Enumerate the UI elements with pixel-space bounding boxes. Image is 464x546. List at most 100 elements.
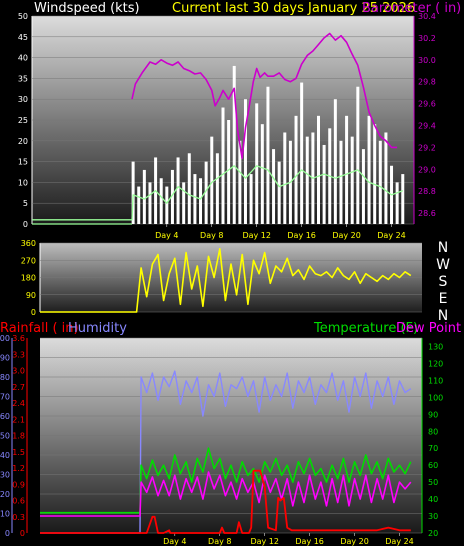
wind-bar [322,144,326,224]
barometer-y-tick: 30.4 [418,12,436,21]
wind-x-tick: Day 8 [200,231,223,240]
direction-y-tick: 90 [26,291,36,300]
humidity-x-tick: Day 16 [295,537,324,546]
humidity-y-tick: 50 [0,432,10,441]
wind-y-tick: 50 [18,12,28,21]
wind-bar [187,153,191,224]
wind-bar [350,136,354,224]
wind-y-tick: 5 [23,199,28,208]
wind-bar [305,136,309,224]
wind-bar [193,174,197,224]
wind-bar [238,140,242,224]
wind-bar [401,174,405,224]
temperature-y-tick: 50 [428,478,438,487]
wind-bar [204,161,208,224]
wind-title: Windspeed (kts) [34,1,140,16]
wind-bar [176,157,180,224]
data-marks [32,32,412,534]
barometer-line [131,32,398,160]
wind-x-tick: Day 20 [332,231,361,240]
wind-bar [260,124,264,224]
wind-y-tick: 45 [18,33,28,42]
temperature-y-tick: 120 [428,359,443,368]
wind-bar [232,65,236,224]
wind-bar [283,132,287,224]
wind-bar [255,103,259,224]
temperature-y-tick: 90 [428,410,438,419]
wind-bar [148,182,152,224]
wind-bar [266,86,270,224]
barometer-y-tick: 29.2 [418,143,436,152]
humidity-y-tick: 90 [0,354,10,363]
wind-bar [294,115,298,224]
rain-y-tick: 0 [20,529,25,538]
wind-bar [182,182,186,224]
wind-bar [361,149,365,224]
wind-x-tick: Day 4 [155,231,178,240]
temperature-y-tick: 80 [428,427,438,436]
humidity-x-tick: Day 20 [340,537,369,546]
wind-bar [378,140,382,224]
humidity-y-tick: 0 [5,529,10,538]
temperature-y-tick: 30 [428,512,438,521]
humidity-y-tick: 100 [0,334,10,343]
wind-y-tick: 35 [18,74,28,83]
wind-x-tick: Day 24 [377,231,406,240]
temperature-y-tick: 100 [428,393,443,402]
direction-y-tick: 360 [21,239,36,248]
wind-bar [367,115,371,224]
wind-y-tick: 10 [18,178,28,187]
humidity-x-tick: Day 24 [385,537,414,546]
wind-bar [215,153,219,224]
barometer-y-tick: 30.0 [418,56,436,65]
rain-y-tick: 1.5 [12,448,25,457]
compass-n-bottom: N [438,308,448,324]
wind-y-tick: 25 [18,116,28,125]
wind-y-tick: 15 [18,158,28,167]
wind-x-tick: Day 12 [242,231,271,240]
humidity-y-tick: 30 [0,471,10,480]
wind-bar [142,169,146,224]
wind-bar [339,140,343,224]
wind-y-tick: 20 [18,137,28,146]
wind-bar [227,120,231,224]
rain-y-tick: 0.3 [12,513,25,522]
wind-bar [221,107,225,224]
rain-y-tick: 3.0 [12,367,25,376]
humidity-title: Humidity [68,321,127,336]
wind-bar [159,178,163,224]
temperature-line [40,447,412,514]
wind-bar [249,174,253,224]
wind-bar [333,99,337,224]
compass-s: S [439,274,448,290]
rain-y-tick: 3.6 [12,334,25,343]
wind-y-tick: 40 [18,54,28,63]
temperature-y-tick: 130 [428,342,443,351]
humidity-y-tick: 60 [0,412,10,421]
wind-bar [199,178,203,224]
rain-y-tick: 0.6 [12,497,25,506]
barometer-y-tick: 29.4 [418,121,436,130]
wind-y-tick: 30 [18,95,28,104]
temperature-y-tick: 40 [428,495,438,504]
direction-y-tick: 180 [21,274,36,283]
rain-y-tick: 1.8 [12,432,25,441]
wind-bar [300,82,304,224]
rain-title: Rainfall ( in) [0,321,79,336]
rain-y-tick: 2.4 [12,399,25,408]
dewpoint-title: Dew Point (F) [396,321,464,336]
barometer-y-tick: 29.8 [418,78,436,87]
barometer-y-tick: 29.6 [418,100,436,109]
tick-labels: 0 5 10 15 20 25 30 35 40 45 50 28.6 28.8 29.0 29.2 29.4… [0,12,443,546]
wind-bar [165,186,169,224]
temperature-y-tick: 110 [428,376,443,385]
temperature-y-tick: 20 [428,529,438,538]
wind-bar [277,161,281,224]
wind-bar [210,136,214,224]
temperature-y-tick: 60 [428,461,438,470]
rainfall-line [40,469,411,534]
wind-bar [137,186,141,224]
wind-y-tick: 0 [23,220,28,229]
direction-y-tick: 0 [31,308,36,317]
